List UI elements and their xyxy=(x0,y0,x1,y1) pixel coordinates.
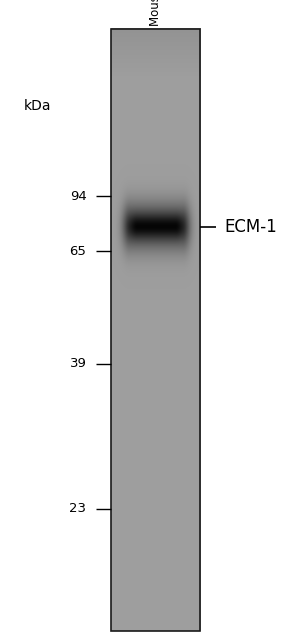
Text: 94: 94 xyxy=(70,190,86,203)
Text: Mouse Lung: Mouse Lung xyxy=(149,0,162,26)
Text: 23: 23 xyxy=(69,502,86,515)
Text: 39: 39 xyxy=(69,357,86,370)
Text: ECM-1: ECM-1 xyxy=(225,218,277,236)
Text: kDa: kDa xyxy=(24,99,51,113)
Text: 65: 65 xyxy=(69,245,86,258)
Bar xyxy=(111,29,200,631)
